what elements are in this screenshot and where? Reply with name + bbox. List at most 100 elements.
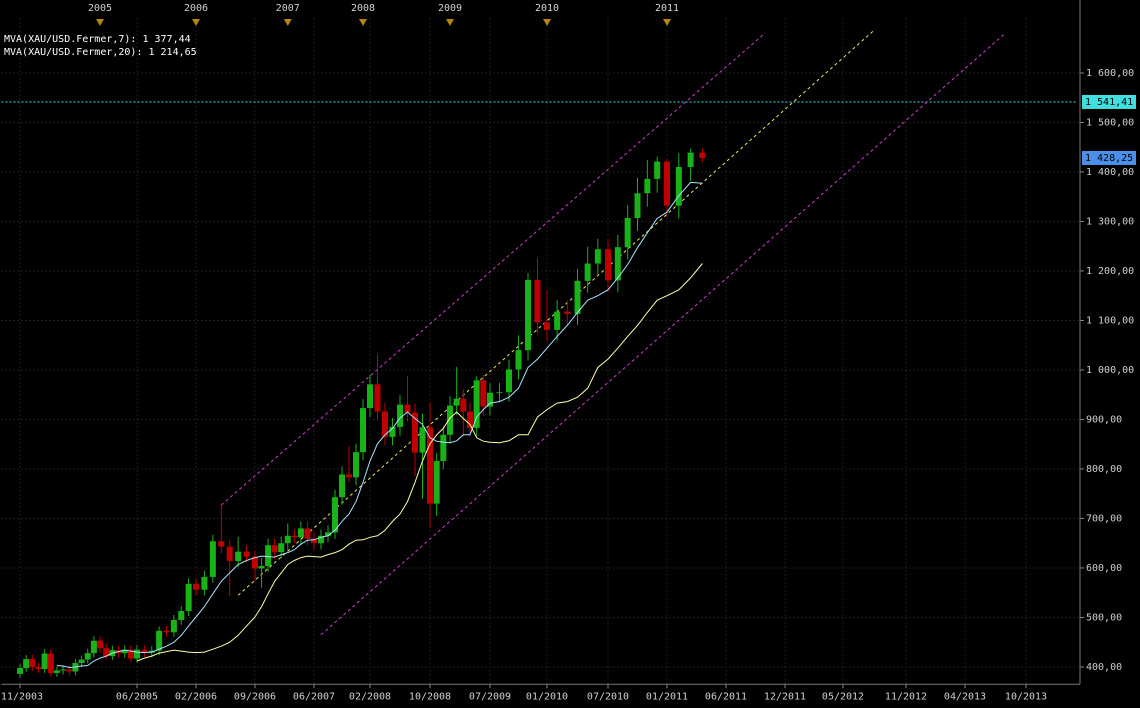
top-marker xyxy=(192,19,200,26)
x-tick-label: 09/2006 xyxy=(234,691,276,702)
candle-body xyxy=(487,392,493,407)
y-tick-label: 500,00 xyxy=(1086,612,1122,623)
x-tick-label: 12/2011 xyxy=(764,691,806,702)
y-tick-label: 1 300,00 xyxy=(1086,216,1134,227)
candle-body xyxy=(496,392,503,394)
candle-body xyxy=(29,659,36,667)
x-tick-label: 06/2007 xyxy=(293,691,335,702)
top-marker xyxy=(96,19,105,26)
candle-body xyxy=(252,556,258,569)
candle-body xyxy=(78,659,85,664)
candle-body xyxy=(374,384,381,412)
candle-body xyxy=(60,669,67,671)
candle-body xyxy=(624,217,631,248)
candle-body xyxy=(134,649,140,659)
candle-body xyxy=(17,667,23,674)
candle-body xyxy=(699,152,706,159)
candle-body xyxy=(226,546,233,562)
legend-entry: MVA(XAU/USD.Fermer,7): 1 377,44 xyxy=(4,34,191,45)
candle-body xyxy=(664,161,670,206)
candle-body xyxy=(97,640,104,649)
candle-body xyxy=(525,279,531,351)
candle-body xyxy=(318,535,324,544)
candle-body xyxy=(325,532,331,536)
plot-area xyxy=(1,29,1077,678)
candle-body xyxy=(687,152,694,168)
candle-body xyxy=(271,545,278,553)
candle-body xyxy=(201,576,208,590)
candle-body xyxy=(654,161,661,179)
y-tick-label: 900,00 xyxy=(1086,414,1122,425)
candle-body xyxy=(389,426,396,437)
candle-body xyxy=(584,263,591,281)
top-marker-label: 2006 xyxy=(184,3,208,14)
y-tick-label: 600,00 xyxy=(1086,563,1122,574)
candle-body xyxy=(156,630,163,651)
candle-body xyxy=(339,474,345,498)
candle-body xyxy=(460,398,467,412)
candle-body xyxy=(193,583,199,590)
candle-body xyxy=(419,427,426,453)
candle-body xyxy=(304,528,311,539)
candle-body xyxy=(554,311,561,330)
candle-body xyxy=(258,565,265,569)
y-tick-label: 700,00 xyxy=(1086,513,1122,524)
candle-body xyxy=(564,311,571,315)
x-tick-label: 06/2005 xyxy=(116,691,158,702)
candle-body xyxy=(41,653,48,669)
y-tick-label: 1 400,00 xyxy=(1086,167,1134,178)
x-tick-label: 07/2010 xyxy=(587,691,629,702)
candle-body xyxy=(353,452,359,478)
candle-body xyxy=(433,461,440,504)
trend-line xyxy=(320,32,1007,636)
candle-body xyxy=(311,538,317,544)
top-marker-label: 2009 xyxy=(438,3,462,14)
candle-body xyxy=(278,543,285,553)
candle-body xyxy=(544,322,550,330)
moving-average xyxy=(56,181,703,669)
candle-body xyxy=(634,193,641,218)
alert-label: 1 541,41 xyxy=(1085,97,1133,108)
y-tick-label: 400,00 xyxy=(1086,662,1122,673)
top-marker xyxy=(446,19,454,26)
x-tick-label: 06/2011 xyxy=(705,691,747,702)
x-tick-label: 05/2012 xyxy=(822,691,864,702)
candle-body xyxy=(675,167,682,206)
candle-body xyxy=(574,280,581,315)
candle-body xyxy=(178,611,185,620)
y-tick-label: 1 200,00 xyxy=(1086,266,1134,277)
candle-body xyxy=(90,640,97,654)
candle-body xyxy=(480,380,487,407)
candle-body xyxy=(66,669,73,672)
candle-body xyxy=(515,350,522,370)
candle-body xyxy=(404,404,411,413)
candle-body xyxy=(265,545,272,566)
candle-body xyxy=(614,247,621,281)
candle-body xyxy=(594,249,601,264)
candle-body xyxy=(427,427,433,504)
y-tick-label: 1 000,00 xyxy=(1086,365,1134,376)
candle-body xyxy=(346,474,352,478)
candle-body xyxy=(170,619,177,633)
top-marker-label: 2010 xyxy=(535,3,559,14)
trend-line xyxy=(220,32,766,506)
candle-body xyxy=(367,384,373,409)
candle-body xyxy=(243,551,250,557)
top-marker-label: 2008 xyxy=(351,3,375,14)
candle-body xyxy=(163,630,170,633)
candle-body xyxy=(467,411,473,428)
candle-body xyxy=(185,583,192,612)
alert-label-box xyxy=(1082,94,1136,109)
x-tick-label: 02/2006 xyxy=(175,691,217,702)
candle-body xyxy=(297,528,304,538)
candle-body xyxy=(127,649,134,659)
top-marker-label: 2005 xyxy=(88,3,112,14)
candle-body xyxy=(332,497,338,533)
x-tick-label: 01/2010 xyxy=(526,691,568,702)
candle-body xyxy=(447,405,453,435)
y-tick-label: 800,00 xyxy=(1086,464,1122,475)
candle-body xyxy=(291,535,298,538)
candle-body xyxy=(473,380,480,428)
